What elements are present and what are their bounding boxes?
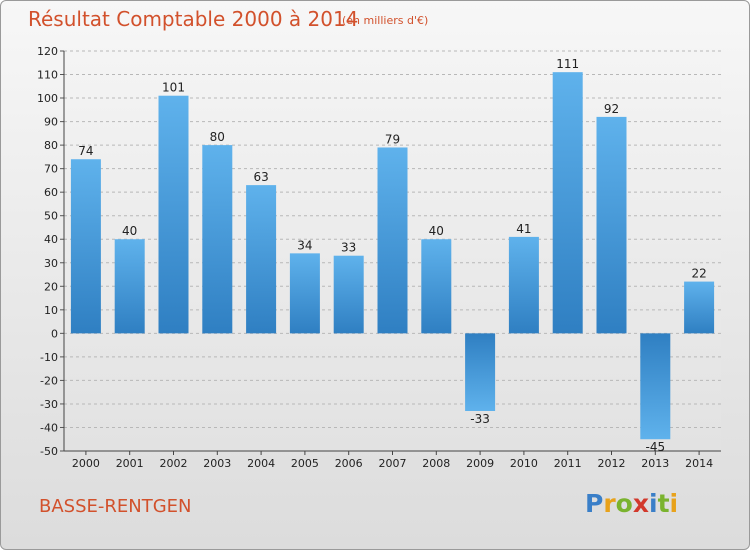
proxiti-logo: Proxiti [585,489,678,518]
y-tick-label: 0 [51,327,58,340]
y-tick-label: 10 [44,304,58,317]
y-tick-label: -50 [40,445,58,458]
x-tick-label: 2008 [422,457,450,470]
data-label: -45 [645,440,665,454]
data-label: 79 [385,132,400,146]
bar-2011 [552,72,583,334]
data-label: 41 [516,222,531,236]
data-label: 74 [78,144,93,158]
y-tick-label: 50 [44,210,58,223]
data-label: 101 [162,81,185,95]
y-tick-label: 120 [37,45,58,58]
chart-title: Résultat Comptable 2000 à 2014 [28,7,359,31]
data-label: 111 [556,57,579,71]
data-label: 63 [253,170,268,184]
y-tick-label: 30 [44,257,58,270]
x-tick-label: 2001 [116,457,144,470]
x-tick-label: 2013 [641,457,669,470]
data-label: 40 [429,224,444,238]
x-tick-label: 2014 [685,457,713,470]
y-tick-label: -40 [40,421,58,434]
x-tick-label: 2011 [554,457,582,470]
data-label: 22 [691,267,706,281]
y-tick-label: 60 [44,186,58,199]
logo-letter: i [669,489,679,518]
data-label: 34 [297,238,312,252]
x-tick-label: 2005 [291,457,319,470]
x-tick-label: 2006 [335,457,363,470]
y-tick-label: 100 [37,92,58,105]
y-tick-label: 90 [44,116,58,129]
x-tick-label: 2003 [203,457,231,470]
data-label: 40 [122,224,137,238]
bar-2001 [114,239,145,334]
x-tick-label: 2009 [466,457,494,470]
logo-letter: i [649,489,658,518]
y-tick-label: -20 [40,374,58,387]
logo-letter: x [632,489,649,518]
y-tick-label: 110 [37,69,58,82]
x-tick-label: 2004 [247,457,275,470]
y-tick-label: 70 [44,163,58,176]
bar-2012 [596,116,627,334]
bar-2006 [333,255,364,334]
bar-2002 [158,95,189,334]
bar-2014 [684,281,715,334]
data-label: -33 [470,412,490,426]
y-tick-label: 20 [44,280,58,293]
y-tick-label: 80 [44,139,58,152]
x-tick-label: 2007 [379,457,407,470]
bar-2010 [508,236,539,334]
logo-letter: o [615,489,633,518]
commune-name: BASSE-RENTGEN [39,496,192,517]
x-tick-label: 2002 [160,457,188,470]
x-tick-label: 2010 [510,457,538,470]
x-tick-label: 2000 [72,457,100,470]
bar-2008 [421,239,452,334]
data-label: 33 [341,241,356,255]
data-label: 80 [210,130,225,144]
y-tick-label: -30 [40,398,58,411]
x-tick-label: 2012 [598,457,626,470]
data-label: 92 [604,102,619,116]
logo-letter: r [603,489,616,518]
bar-2004 [246,185,277,334]
bar-2003 [202,145,233,334]
chart-subtitle: (en milliers d'€) [342,14,429,27]
bar-2000 [70,159,101,334]
logo-letter: P [585,489,604,518]
logo-letter: t [657,489,670,518]
bar-2005 [289,253,320,334]
y-tick-label: -10 [40,351,58,364]
y-tick-label: 40 [44,233,58,246]
bar-2007 [377,147,408,334]
bar-2013 [640,333,671,440]
bar-2009 [465,333,496,411]
